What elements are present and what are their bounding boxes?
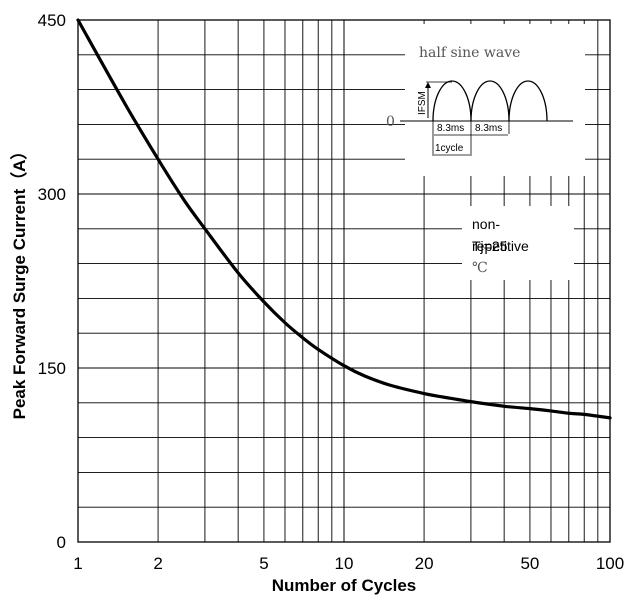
x-tick-label: 10 [335, 554, 354, 573]
y-axis-title: Peak Forward Surge Current（A） [9, 143, 29, 420]
note-line3-celsius: ℃ [472, 260, 488, 276]
x-tick-labels: 1 2 5 10 20 50 100 [73, 554, 624, 573]
inset-zero-label: 0 [386, 114, 395, 130]
note-line2-repetitive: repetitive [472, 238, 529, 254]
vertical-gridlines [157, 20, 599, 542]
x-tick-label: 20 [415, 554, 434, 573]
x-tick-label: 2 [153, 554, 162, 573]
waveform-inset: half sine wave 0 IFSM 8.3ms 8.3ms 1cycle [386, 24, 585, 176]
inset-period-left: 8.3ms [437, 123, 464, 134]
inset-half-sine-waves [432, 80, 548, 122]
inset-ifsm-arrowhead [425, 82, 431, 88]
inset-period-right: 8.3ms [475, 123, 502, 134]
x-tick-label: 50 [520, 554, 539, 573]
inset-background [405, 24, 585, 176]
inset-ifsm-label: IFSM [417, 91, 428, 115]
note-line1: non- [472, 216, 500, 232]
y-tick-label: 0 [57, 533, 66, 552]
inset-title-line1: half sine wave [419, 45, 520, 61]
inset-cycle-label: 1cycle [435, 143, 464, 154]
surge-current-curve [76, 18, 612, 420]
note-line2-tj: Tj=25 [472, 238, 508, 254]
y-tick-label: 450 [38, 11, 66, 30]
y-tick-label: 300 [38, 185, 66, 204]
x-axis-title: Number of Cycles [272, 576, 417, 595]
x-tick-label: 100 [596, 554, 624, 573]
series-layer [76, 18, 612, 420]
x-tick-label: 1 [73, 554, 82, 573]
conditions-note: non- repetitive Tj=25 ℃ [462, 206, 574, 280]
x-tick-label: 5 [259, 554, 268, 573]
y-tick-labels: 0 150 300 450 [38, 11, 66, 552]
y-tick-label: 150 [38, 359, 66, 378]
note-background [462, 206, 574, 280]
plot-frame [77, 19, 611, 543]
